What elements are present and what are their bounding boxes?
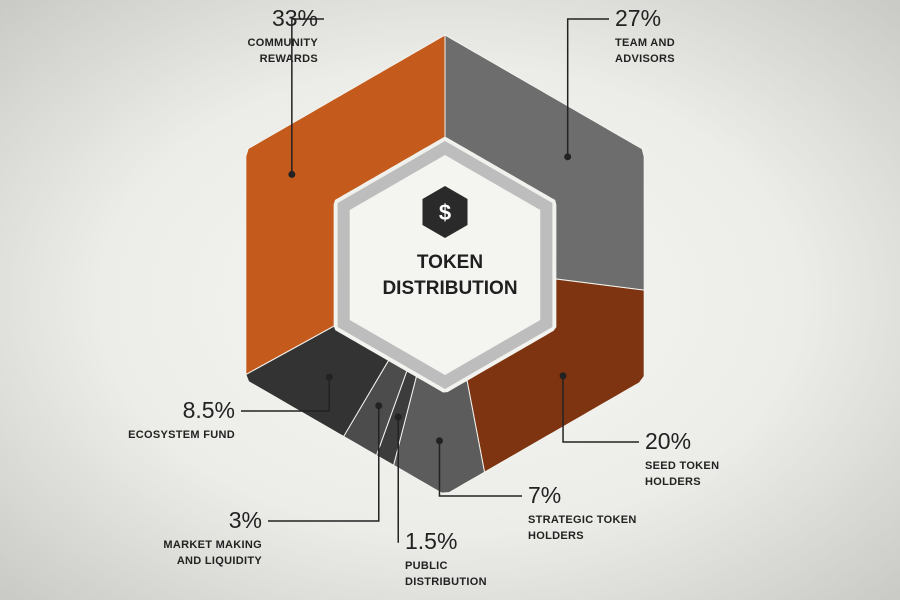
category-label: SEED TOKEN HOLDERS [645, 460, 720, 488]
leader-line [438, 440, 522, 497]
value-label: 8.5% [182, 397, 235, 423]
value-label: 33% [271, 5, 318, 31]
leader-line [291, 18, 324, 175]
value-label: 20% [645, 428, 692, 454]
category-label: ECOSYSTEM FUND [128, 429, 235, 441]
leader-dot [288, 170, 296, 178]
leader-dot [435, 437, 443, 445]
leader-line [241, 377, 330, 412]
leader-dot [325, 373, 333, 381]
category-label: STRATEGIC TOKEN HOLDERS [528, 514, 637, 542]
segment [245, 34, 446, 376]
leader-line [397, 417, 399, 543]
leader-line [566, 18, 609, 157]
leader-dot [375, 402, 383, 410]
leader-line [562, 375, 639, 443]
leader-line [268, 405, 380, 522]
center-hex [349, 155, 541, 375]
category-label: PUBLIC DISTRIBUTION [405, 560, 487, 588]
center-label: TOKEN DISTRIBUTION [382, 252, 518, 299]
value-label: 1.5% [405, 528, 458, 554]
leader-dot [559, 372, 567, 380]
leader-dot [564, 153, 572, 161]
icon: $ [439, 200, 451, 225]
category-label: TEAM AND ADVISORS [615, 37, 676, 65]
leader-dot [394, 413, 402, 421]
category-label: MARKET MAKING AND LIQUIDITY [163, 539, 262, 567]
category-label: COMMUNITY REWARDS [247, 37, 318, 65]
value-label: 3% [228, 507, 262, 533]
value-label: 27% [615, 5, 662, 31]
icon-hex [422, 186, 468, 238]
value-label: 7% [528, 482, 562, 508]
